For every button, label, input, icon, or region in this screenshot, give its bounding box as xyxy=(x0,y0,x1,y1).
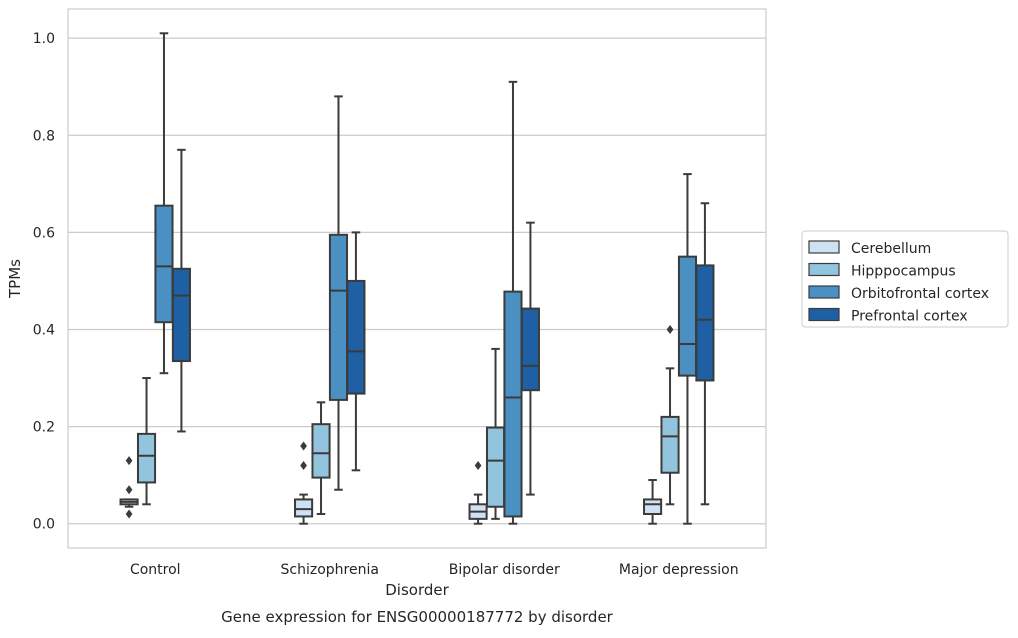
y-tick-label: 0.6 xyxy=(33,225,55,241)
y-tick-label: 0.4 xyxy=(33,322,55,338)
box-2-0 xyxy=(468,460,488,525)
outlier-point xyxy=(125,456,133,466)
box-body xyxy=(328,233,349,401)
box-body xyxy=(171,267,191,363)
legend-frame xyxy=(801,230,1009,328)
legend-swatch xyxy=(808,285,840,299)
box-body xyxy=(154,204,174,324)
boxes xyxy=(119,32,715,525)
outlier-point xyxy=(666,324,674,334)
y-tick-labels: 0.0 0.2 0.4 0.6 0.8 1.0 xyxy=(33,31,55,533)
plot-frame xyxy=(67,8,767,549)
box-0-3 xyxy=(171,148,191,433)
y-axis-label: TPMs xyxy=(6,259,24,299)
x-tick-label: Schizophrenia xyxy=(281,562,379,578)
x-axis-label: Disorder xyxy=(385,581,449,599)
box-body xyxy=(660,415,680,474)
legend-swatch xyxy=(808,307,840,322)
x-tick-labels: Control Schizophrenia Bipolar disorder Majo… xyxy=(130,562,739,578)
legend-label: Hipppocampus xyxy=(851,264,956,280)
box-3-1 xyxy=(660,324,680,506)
box-0-0 xyxy=(119,456,139,519)
x-tick-label: Major depression xyxy=(619,562,739,578)
box-body xyxy=(695,264,715,382)
chart-caption: Gene expression for ENSG00000187772 by d… xyxy=(221,608,614,626)
box-body xyxy=(485,426,506,508)
box-2-3 xyxy=(520,221,540,496)
legend-swatch xyxy=(808,262,840,277)
y-tick-label: 0.0 xyxy=(33,517,55,533)
box-body xyxy=(346,279,366,395)
box-1-1 xyxy=(311,401,331,516)
box-3-0 xyxy=(643,479,663,525)
x-tick-label: Control xyxy=(130,562,181,578)
box-body xyxy=(294,498,314,518)
box-body xyxy=(520,307,540,392)
x-tick-label: Bipolar disorder xyxy=(449,562,560,578)
outlier-point xyxy=(300,441,307,451)
legend-label: Prefrontal cortex xyxy=(851,309,968,325)
box-0-2 xyxy=(154,32,174,375)
box-0-1 xyxy=(136,377,157,506)
box-body xyxy=(643,498,663,516)
box-3-2 xyxy=(677,173,698,525)
legend-swatch xyxy=(808,240,840,254)
box-3-3 xyxy=(695,202,715,506)
outlier-point xyxy=(474,460,482,470)
box-1-3 xyxy=(346,231,366,472)
box-body xyxy=(136,432,157,484)
y-tick-label: 0.8 xyxy=(33,128,55,144)
box-2-1 xyxy=(485,347,506,520)
box-body xyxy=(677,255,698,377)
outlier-point xyxy=(125,485,133,495)
y-tick-label: 1.0 xyxy=(33,31,55,47)
box-body xyxy=(503,290,523,518)
y-tick-label: 0.2 xyxy=(33,420,55,436)
legend-label: Cerebellum xyxy=(851,241,931,257)
outlier-point xyxy=(125,509,133,519)
legend: Cerebellum Hipppocampus Orbitofrontal cort… xyxy=(801,230,1009,328)
outlier-point xyxy=(300,460,307,470)
box-1-2 xyxy=(328,95,349,491)
box-1-0 xyxy=(294,441,314,525)
legend-label: Orbitofrontal cortex xyxy=(851,286,989,302)
box-2-2 xyxy=(503,80,523,525)
box-body xyxy=(311,423,331,479)
